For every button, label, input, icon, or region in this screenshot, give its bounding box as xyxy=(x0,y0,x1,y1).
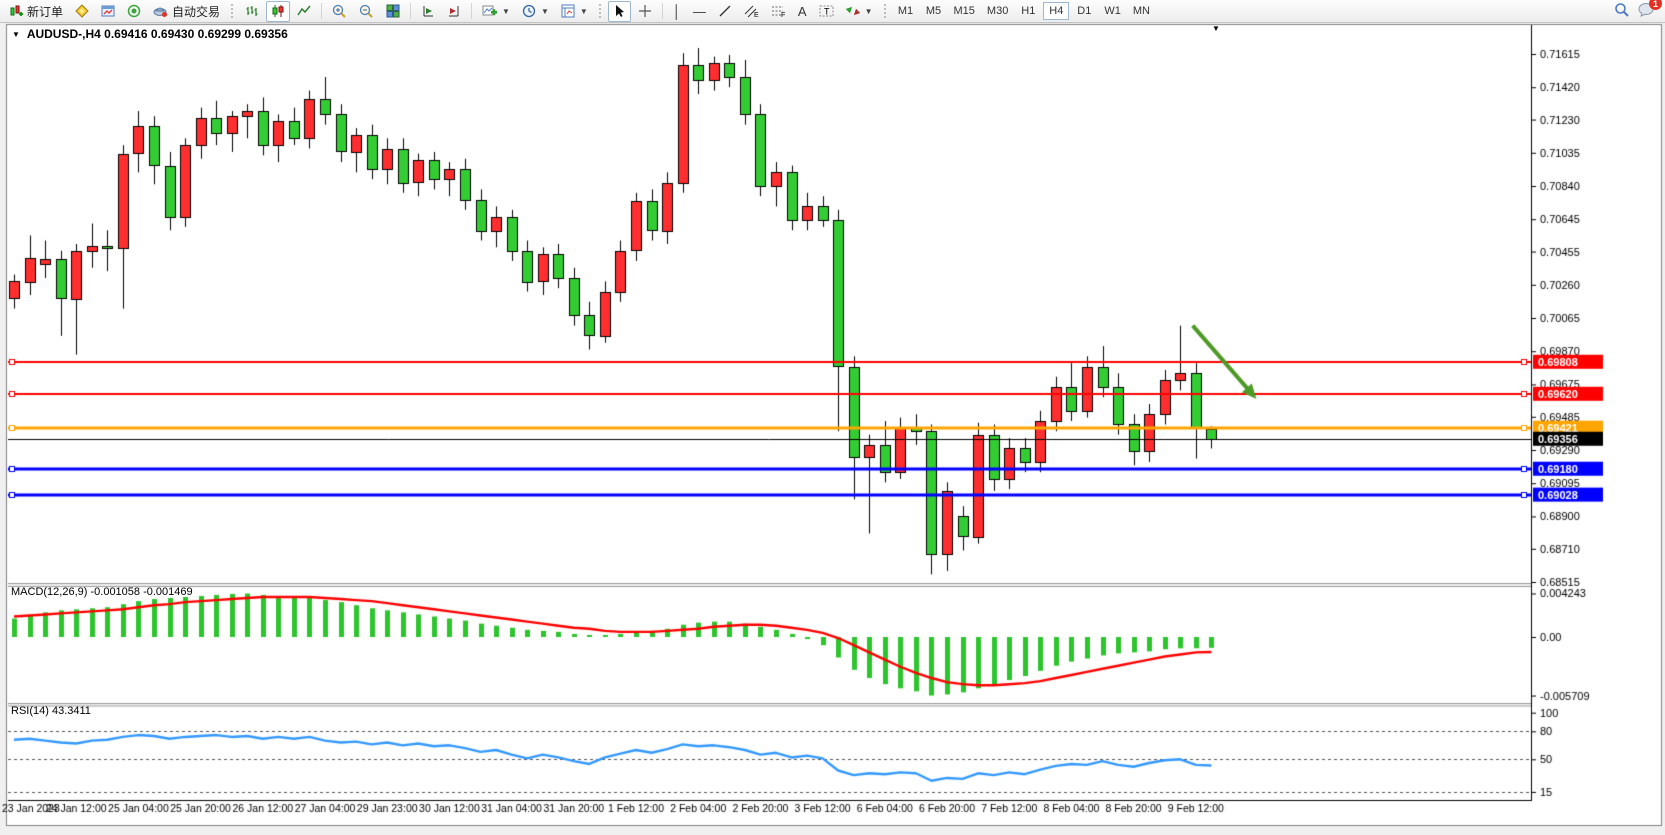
svg-text:E: E xyxy=(754,12,759,18)
macd-value-signal: -0.001469 xyxy=(143,586,193,598)
toolbar-grip xyxy=(597,3,603,19)
text-label-button[interactable]: T xyxy=(814,1,839,22)
add-indicator-button[interactable]: ▼ xyxy=(477,1,515,22)
toolbar-separator xyxy=(471,3,473,19)
new-order-button[interactable]: 新订单 xyxy=(4,1,68,22)
timeframe-m1[interactable]: M1 xyxy=(893,2,919,20)
tile-windows-button[interactable] xyxy=(381,1,405,22)
timeframe-m15[interactable]: M15 xyxy=(949,2,980,20)
chart-close: 0.69356 xyxy=(244,27,288,41)
main-toolbar: 新订单 自动交易 xyxy=(0,0,1665,23)
arrows-button[interactable]: ▼ xyxy=(841,1,878,22)
auto-scroll-icon xyxy=(421,4,435,18)
charts-window-icon xyxy=(101,4,115,18)
rsi-name: RSI(14) xyxy=(11,705,49,717)
text-button[interactable]: A xyxy=(793,1,812,22)
autotrading-label: 自动交易 xyxy=(172,4,221,19)
add-indicator-icon xyxy=(482,4,498,18)
equidistant-channel-icon: E xyxy=(744,4,759,18)
timeframe-h1[interactable]: H1 xyxy=(1015,2,1041,20)
rsi-indicator-label: RSI(14) 43.3411 xyxy=(11,705,91,717)
charts-window-button[interactable] xyxy=(96,1,120,22)
chart-ohlc-title: ▼ AUDUSD-,H4 0.69416 0.69430 0.69299 0.6… xyxy=(12,27,288,41)
rsi-value: 43.3411 xyxy=(51,705,91,717)
toolbar-grip xyxy=(882,3,888,19)
templates-button[interactable]: ▼ xyxy=(556,1,593,22)
metaeditor-icon xyxy=(75,4,89,18)
autotrading-icon xyxy=(153,4,168,18)
candlestick-chart-icon xyxy=(271,4,285,18)
trendline-icon xyxy=(718,4,732,18)
candlestick-chart-button[interactable] xyxy=(266,0,291,22)
chart-shift-icon xyxy=(447,4,461,18)
chevron-down-icon: ▼ xyxy=(12,30,20,39)
autotrading-button[interactable]: 自动交易 xyxy=(148,1,225,22)
chevron-down-icon: ▼ xyxy=(540,6,549,16)
toolbar-separator xyxy=(321,3,323,19)
chart-symbol: AUDUSD-,H4 xyxy=(26,27,101,41)
fibonacci-icon: F xyxy=(771,4,786,18)
svg-text:T: T xyxy=(824,7,830,17)
zoom-out-icon xyxy=(359,4,374,19)
signals-button[interactable] xyxy=(122,1,146,22)
templates-icon xyxy=(561,4,575,18)
periods-icon xyxy=(522,4,536,18)
macd-name: MACD(12,26,9) xyxy=(11,586,88,598)
toolbar-separator xyxy=(410,3,412,19)
timeframe-d1[interactable]: D1 xyxy=(1071,2,1097,20)
signals-icon xyxy=(127,4,141,18)
text-label-icon: T xyxy=(819,4,834,18)
cursor-button[interactable] xyxy=(607,0,631,22)
toolbar-grip xyxy=(230,3,236,19)
vertical-line-icon: │ xyxy=(672,3,681,19)
horizontal-line-icon: — xyxy=(692,3,706,19)
chart-open: 0.69416 xyxy=(104,27,148,41)
text-icon: A xyxy=(797,3,807,19)
bar-chart-icon xyxy=(245,4,259,18)
chevron-down-icon: ▼ xyxy=(864,6,873,16)
timeframe-mn[interactable]: MN xyxy=(1128,2,1155,20)
macd-value-main: -0.001058 xyxy=(90,586,141,598)
svg-text:F: F xyxy=(781,12,785,18)
zoom-out-button[interactable] xyxy=(354,1,379,22)
fibonacci-button[interactable]: F xyxy=(766,1,791,22)
timeframe-h4[interactable]: H4 xyxy=(1043,2,1070,20)
periods-button[interactable]: ▼ xyxy=(517,1,554,22)
chart-low: 0.69299 xyxy=(197,27,242,41)
line-chart-icon xyxy=(297,4,311,18)
timeframe-m5[interactable]: M5 xyxy=(921,2,947,20)
chevron-down-icon: ▼ xyxy=(502,6,510,16)
horizontal-line-button[interactable]: — xyxy=(688,1,711,22)
arrows-icon xyxy=(845,4,860,18)
timeframe-m30[interactable]: M30 xyxy=(982,2,1013,20)
tile-windows-icon xyxy=(386,4,400,18)
auto-scroll-button[interactable] xyxy=(416,1,440,22)
search-icon[interactable] xyxy=(1614,2,1630,21)
new-order-label: 新订单 xyxy=(27,4,64,19)
chart-high: 0.69430 xyxy=(150,27,195,41)
timeframe-w1[interactable]: W1 xyxy=(1099,2,1126,20)
line-chart-button[interactable] xyxy=(292,1,316,22)
bar-chart-button[interactable] xyxy=(240,1,264,22)
cursor-icon xyxy=(613,4,626,18)
macd-indicator-label: MACD(12,26,9) -0.001058 -0.001469 xyxy=(11,586,193,598)
new-order-icon xyxy=(9,4,23,18)
chart-top-marker-icon: ▼ xyxy=(1212,24,1220,33)
chart-shift-button[interactable] xyxy=(442,1,466,22)
vertical-line-button[interactable]: │ xyxy=(668,1,686,22)
metaeditor-button[interactable] xyxy=(70,1,94,22)
zoom-in-icon xyxy=(332,4,347,19)
trendline-button[interactable] xyxy=(713,1,737,22)
chevron-down-icon: ▼ xyxy=(579,6,588,16)
crosshair-icon xyxy=(638,4,652,18)
chat-button[interactable]: 1 xyxy=(1638,0,1662,20)
equidistant-channel-button[interactable]: E xyxy=(739,1,764,22)
toolbar-separator xyxy=(661,3,663,19)
notification-badge: 1 xyxy=(1649,0,1662,10)
zoom-in-button[interactable] xyxy=(327,1,352,22)
crosshair-button[interactable] xyxy=(633,1,657,22)
